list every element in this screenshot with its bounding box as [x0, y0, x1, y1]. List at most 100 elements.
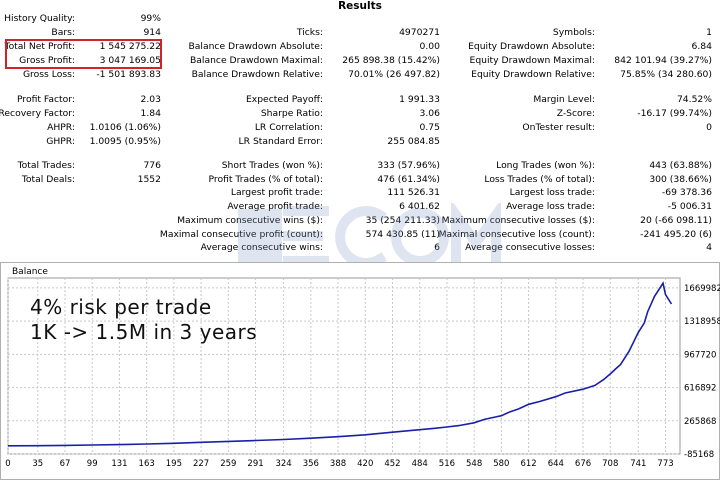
- chart-title: Balance: [12, 267, 48, 277]
- stat-col1-label: Bars:: [51, 27, 75, 38]
- stat-col2-value: 265 898.38 (15.42%): [342, 55, 440, 66]
- stat-col3-label: Equity Drawdown Absolute:: [468, 41, 595, 52]
- stat-col2-label: Profit Trades (% of total):: [208, 174, 323, 185]
- stat-col3-label: Equity Drawdown Relative:: [471, 69, 595, 80]
- stat-col2-value: 4970271: [399, 27, 440, 38]
- stat-col2-value: 333 (57.96%): [377, 160, 440, 171]
- stat-col1-label: Gross Loss:: [22, 69, 75, 80]
- stat-col2-label: Average profit trade:: [227, 201, 323, 212]
- y-tick-label: 967720: [684, 350, 716, 360]
- x-tick-label: 741: [630, 459, 646, 469]
- stat-col2-value: 0.00: [419, 41, 440, 52]
- stat-col2-value: 6 401.62: [399, 201, 440, 212]
- stat-col1-value: 1552: [137, 174, 161, 185]
- stat-col3-label: Average consecutive losses:: [465, 242, 595, 253]
- x-tick-label: 676: [575, 459, 591, 469]
- balance-line: [7, 281, 673, 447]
- stat-col1-label: Gross Profit:: [19, 55, 75, 66]
- stat-col2-label: Sharpe Ratio:: [260, 108, 323, 119]
- stat-col2-label: Largest profit trade:: [230, 187, 323, 198]
- stat-col2-label: Balance Drawdown Relative:: [191, 69, 323, 80]
- stat-col2-label: Ticks:: [296, 27, 323, 38]
- stat-col3-value: 0: [706, 122, 712, 133]
- stat-col3-label: Margin Level:: [533, 94, 595, 105]
- stat-col1-label: Recovery Factor:: [0, 108, 75, 119]
- stat-col3-value: 20 (-66 098.11): [640, 215, 712, 226]
- y-tick-label: -85168: [684, 450, 714, 460]
- stat-col1-label: Total Trades:: [17, 160, 75, 171]
- stat-col3-value: -5 006.31: [667, 201, 712, 212]
- stat-col2-value: 0.75: [419, 122, 440, 133]
- y-tick-label: 616892: [684, 384, 716, 394]
- balance-chart: Balance 1669982 1318958 967720 616892 265868 -…: [0, 262, 720, 480]
- stat-col1-value: 1 545 275.22: [99, 41, 161, 52]
- stat-col1-value: -1 501 893.83: [96, 69, 161, 80]
- stat-col3-label: Average loss trade:: [506, 201, 595, 212]
- stat-col3-label: Maximal consecutive loss (count):: [438, 229, 595, 240]
- y-tick-label: 1318958: [684, 317, 720, 327]
- overlay-caption-line-1: 4% risk per trade: [30, 295, 212, 319]
- stat-col3-value: 842 101.94 (39.27%): [614, 55, 712, 66]
- x-tick-label: 195: [166, 459, 182, 469]
- stat-col2-label: Balance Drawdown Absolute:: [188, 41, 323, 52]
- stat-col1-value: 1.84: [140, 108, 161, 119]
- stat-col3-value: 4: [706, 242, 712, 253]
- stat-col2-value: 255 084.85: [387, 136, 440, 147]
- chart-frame: [0, 262, 720, 480]
- highlight-box: [5, 39, 162, 69]
- stat-col1-label: Total Deals:: [21, 174, 75, 185]
- x-tick-label: 388: [330, 459, 346, 469]
- stat-col3-value: -241 495.20 (6): [640, 229, 712, 240]
- stat-col2-value: 70.01% (26 497.82): [348, 69, 440, 80]
- x-tick-label: 163: [139, 459, 155, 469]
- x-tick-label: 324: [275, 459, 291, 469]
- x-tick-label: 773: [657, 459, 673, 469]
- results-title: Results: [338, 0, 382, 12]
- stat-col2-label: LR Correlation:: [254, 122, 323, 133]
- stat-col3-value: -16.17 (99.74%): [637, 108, 712, 119]
- stat-col3-label: Long Trades (won %):: [496, 160, 595, 171]
- x-tick-label: 227: [193, 459, 209, 469]
- stat-col2-value: 3.06: [419, 108, 440, 119]
- stat-col3-value: 74.52%: [676, 94, 712, 105]
- x-tick-label: 356: [303, 459, 319, 469]
- stat-col1-label: AHPR:: [47, 122, 75, 133]
- x-tick-label: 484: [412, 459, 428, 469]
- stat-col2-value: 35 (254 211.33): [365, 215, 440, 226]
- stat-col2-label: Maximum consecutive wins ($):: [177, 215, 323, 226]
- x-tick-label: 291: [247, 459, 263, 469]
- stat-col3-label: Largest loss trade:: [509, 187, 595, 198]
- x-tick-label: 99: [87, 459, 98, 469]
- x-tick-label: 644: [548, 459, 564, 469]
- stat-col1-label: History Quality:: [4, 13, 75, 24]
- stat-col3-label: Loss Trades (% of total):: [484, 174, 595, 185]
- stat-col1-value: 1.0095 (0.95%): [89, 136, 161, 147]
- x-tick-label: 35: [32, 459, 43, 469]
- stat-col3-value: 443 (63.88%): [649, 160, 712, 171]
- stat-col3-value: 75.85% (34 280.60): [620, 69, 712, 80]
- stat-col3-label: Symbols:: [552, 27, 595, 38]
- x-tick-label: 67: [60, 459, 71, 469]
- stat-col3-label: Z-Score:: [556, 108, 595, 119]
- stat-col3-value: 1: [706, 27, 712, 38]
- x-tick-label: 131: [111, 459, 127, 469]
- stat-col1-value: 99%: [140, 13, 161, 24]
- x-tick-label: 0: [5, 459, 10, 469]
- stat-col1-value: 1.0106 (1.06%): [89, 122, 161, 133]
- stat-col2-value: 574 430.85 (11): [365, 229, 440, 240]
- stat-col2-value: 6: [434, 242, 440, 253]
- stat-col1-value: 776: [143, 160, 161, 171]
- y-tick-label: 265868: [684, 417, 716, 427]
- x-tick-label: 612: [520, 459, 536, 469]
- stat-col1-value: 914: [143, 27, 161, 38]
- x-tick-label: 516: [439, 459, 455, 469]
- x-tick-label: 452: [384, 459, 400, 469]
- stat-col3-value: 6.84: [691, 41, 712, 52]
- stat-col2-value: 1 991.33: [399, 94, 440, 105]
- y-tick-label: 1669982: [684, 284, 720, 294]
- stat-col3-label: OnTester result:: [522, 122, 595, 133]
- stat-col2-label: Average consecutive wins:: [200, 242, 323, 253]
- stat-col3-value: 300 (38.66%): [649, 174, 712, 185]
- stat-col1-label: Total Net Profit:: [4, 41, 75, 52]
- stat-col2-label: Balance Drawdown Maximal:: [189, 55, 323, 66]
